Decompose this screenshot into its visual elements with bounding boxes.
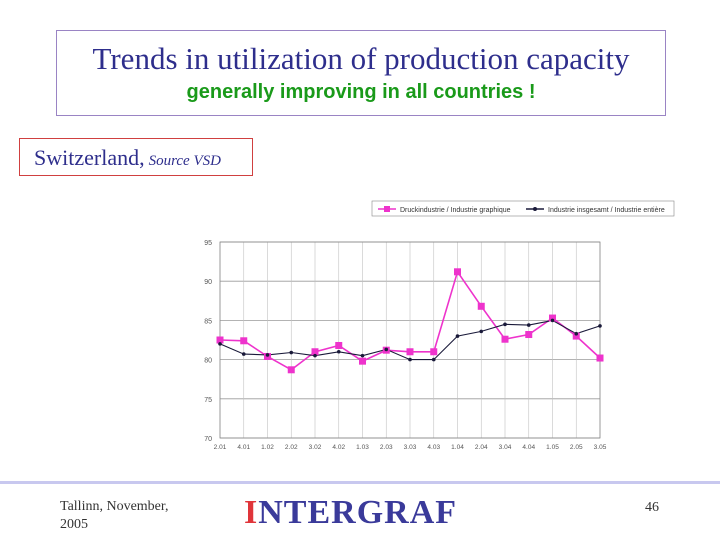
y-tick-label: 90 (204, 279, 212, 286)
data-point-total (455, 334, 460, 338)
data-point-total (479, 329, 484, 334)
x-tick-label: 3.04 (499, 444, 512, 451)
x-tick-label: 2.05 (570, 444, 583, 451)
slide-title: Trends in utilization of production capa… (92, 41, 630, 76)
y-tick-label: 80 (204, 358, 212, 365)
x-tick-label: 4.03 (427, 444, 440, 451)
data-point-graphic (525, 331, 533, 339)
data-point-total (384, 347, 389, 352)
source-label: Source VSD (148, 153, 221, 169)
series-points (216, 268, 604, 374)
chart-grid (219, 241, 601, 439)
data-point-graphic (454, 268, 461, 276)
data-point-total (598, 324, 602, 328)
legend-label: Druckindustrie / Industrie graphique (400, 207, 511, 214)
data-point-graphic (287, 366, 295, 374)
data-point-graphic (406, 348, 414, 356)
data-point-total (431, 357, 436, 362)
country-label: Switzerland, (34, 145, 145, 170)
logo-first-letter: I (244, 494, 259, 531)
data-point-graphic (596, 354, 604, 362)
data-point-total (289, 350, 294, 355)
legend-label: Industrie insgesamt / Industrie entière (548, 207, 665, 214)
legend-box (371, 200, 675, 217)
x-tick-label: 2.04 (475, 444, 488, 451)
logo-rest: NTERGRAF (258, 494, 458, 531)
y-axis-ticks: 70 75 80 85 90 95 (204, 240, 212, 443)
footer-location: Tallinn, November, 2005 (60, 498, 169, 534)
data-point-total (526, 323, 531, 327)
x-tick-label: 1.05 (546, 444, 559, 451)
data-point-total (503, 322, 507, 327)
data-point-total (336, 349, 341, 354)
data-point-graphic (359, 357, 366, 365)
x-tick-label: 3.02 (309, 444, 322, 451)
data-point-graphic (501, 335, 509, 343)
data-point-graphic (549, 314, 556, 322)
y-tick-label: 85 (204, 318, 212, 325)
slide-subtitle: generally improving in all countries ! (186, 81, 536, 103)
data-point-total (550, 318, 555, 323)
utilization-chart: Druckindustrie / Industrie graphique Indu… (204, 200, 675, 451)
data-point-total (241, 352, 246, 356)
page-number: 46 (645, 500, 659, 515)
x-tick-label: 4.02 (332, 444, 345, 451)
legend-marker (533, 207, 537, 211)
y-tick-label: 75 (204, 397, 212, 404)
y-tick-label: 70 (204, 436, 212, 443)
footer-divider (0, 481, 720, 484)
x-tick-label: 2.01 (214, 444, 227, 451)
x-axis-ticks: 2.01 4.01 1.02 2.02 3.02 4.02 1.03 2.03 3.03 4.03… (214, 444, 607, 451)
data-point-graphic (311, 348, 319, 356)
data-point-graphic (240, 337, 248, 345)
x-tick-label: 4.04 (522, 444, 535, 451)
data-point-graphic (477, 302, 485, 310)
data-point-graphic (572, 332, 580, 340)
legend-marker (384, 206, 390, 212)
x-tick-label: 1.02 (261, 444, 274, 451)
data-point-graphic (335, 341, 343, 349)
data-point-graphic (216, 336, 224, 344)
country-box: Switzerland, Source VSD (19, 138, 253, 176)
footer-location-line1: Tallinn, November, (60, 499, 169, 514)
x-tick-label: 2.02 (285, 444, 298, 451)
x-tick-label: 4.01 (237, 444, 250, 451)
x-tick-label: 2.03 (380, 444, 393, 451)
x-tick-label: 1.04 (451, 444, 464, 451)
y-tick-label: 95 (204, 240, 212, 247)
x-tick-label: 3.05 (594, 444, 607, 451)
data-point-total (218, 342, 222, 346)
x-tick-label: 3.03 (404, 444, 417, 451)
data-point-total (265, 353, 270, 357)
data-point-graphic (430, 348, 438, 356)
title-box: Trends in utilization of production capa… (56, 30, 666, 116)
chart-legend: Druckindustrie / Industrie graphique Indu… (371, 200, 675, 217)
data-point-total (360, 353, 365, 358)
x-tick-label: 1.03 (356, 444, 369, 451)
data-point-total (574, 331, 579, 336)
footer-location-line2: 2005 (60, 517, 88, 532)
data-point-total (408, 357, 412, 362)
data-point-total (313, 353, 317, 358)
intergraf-logo: INTERGRAF (244, 494, 457, 532)
